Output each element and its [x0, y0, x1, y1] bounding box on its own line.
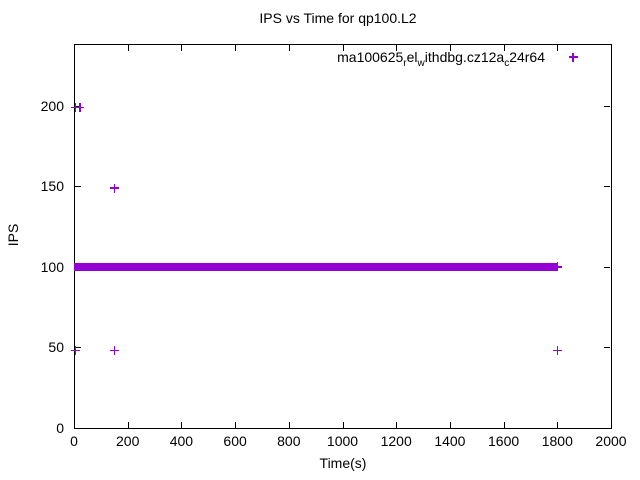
x-tick-label: 400: [169, 433, 194, 449]
x-tick-mark: [235, 422, 237, 428]
y-tick-mark-right: [604, 186, 610, 188]
data-point-marker: [75, 103, 85, 113]
plot-area: [74, 44, 612, 429]
y-tick-mark-right: [604, 266, 610, 268]
x-tick-label: 200: [116, 433, 140, 449]
x-tick-label: 600: [223, 433, 247, 449]
x-tick-label: 1400: [434, 433, 466, 449]
x-tick-label: 1200: [380, 433, 412, 449]
y-tick-label: 100: [40, 258, 64, 275]
x-tick-label: 1800: [541, 433, 573, 449]
x-tick-label: 800: [277, 433, 301, 449]
data-point-marker: [109, 346, 119, 356]
x-tick-label: 1000: [326, 433, 359, 449]
x-tick-mark: [181, 422, 183, 428]
x-tick-mark: [342, 422, 344, 428]
legend-subscript: c: [504, 57, 510, 69]
data-point-marker: [552, 346, 562, 356]
x-tick-mark-top: [127, 45, 129, 51]
x-tick-mark: [449, 422, 451, 428]
legend-label: ma100625relwithdbg.cz12ac24r64: [337, 49, 545, 69]
x-tick-mark: [611, 422, 612, 428]
y-tick-label: 200: [40, 97, 64, 114]
y-tick-mark: [75, 105, 81, 107]
x-tick-mark-top: [288, 45, 290, 51]
x-tick-mark: [503, 422, 505, 428]
x-tick-mark-top: [74, 45, 75, 51]
x-tick-label: 1600: [488, 433, 520, 449]
dense-data-band: [74, 262, 558, 271]
y-tick-mark-right: [604, 105, 610, 107]
x-tick-mark-top: [503, 45, 505, 51]
y-tick-mark-right: [604, 347, 610, 349]
x-tick-label: 2000: [595, 433, 627, 449]
y-tick-mark: [75, 186, 81, 188]
x-tick-mark-top: [396, 45, 398, 51]
y-tick-label: 50: [48, 339, 64, 356]
x-tick-mark: [127, 422, 129, 428]
data-point-marker: [109, 183, 119, 193]
x-tick-mark-top: [449, 45, 451, 51]
x-tick-mark-top: [181, 45, 183, 51]
x-tick-label: 0: [70, 433, 78, 449]
data-point-marker: [70, 346, 80, 356]
y-tick-label: 150: [40, 178, 64, 195]
x-tick-mark: [288, 422, 290, 428]
legend-subscript: w: [417, 57, 425, 69]
x-tick-mark: [74, 422, 75, 428]
chart-title: IPS vs Time for qp100.L2: [259, 10, 417, 26]
x-tick-mark-top: [342, 45, 344, 51]
y-tick-label: 0: [56, 420, 64, 436]
x-tick-mark-top: [611, 45, 612, 51]
x-axis-label: Time(s): [319, 455, 367, 471]
legend-marker-icon: [568, 52, 578, 62]
data-point-marker: [70, 103, 80, 113]
y-axis-label: IPS: [5, 223, 21, 247]
data-point-marker: [552, 262, 562, 272]
y-tick-mark: [75, 347, 81, 349]
x-tick-mark: [396, 422, 398, 428]
x-tick-mark: [557, 422, 559, 428]
x-tick-mark-top: [235, 45, 237, 51]
x-tick-mark-top: [557, 45, 559, 51]
y-tick-mark-right: [604, 428, 610, 429]
legend-subscript: r: [403, 57, 407, 69]
y-tick-mark: [75, 428, 81, 429]
